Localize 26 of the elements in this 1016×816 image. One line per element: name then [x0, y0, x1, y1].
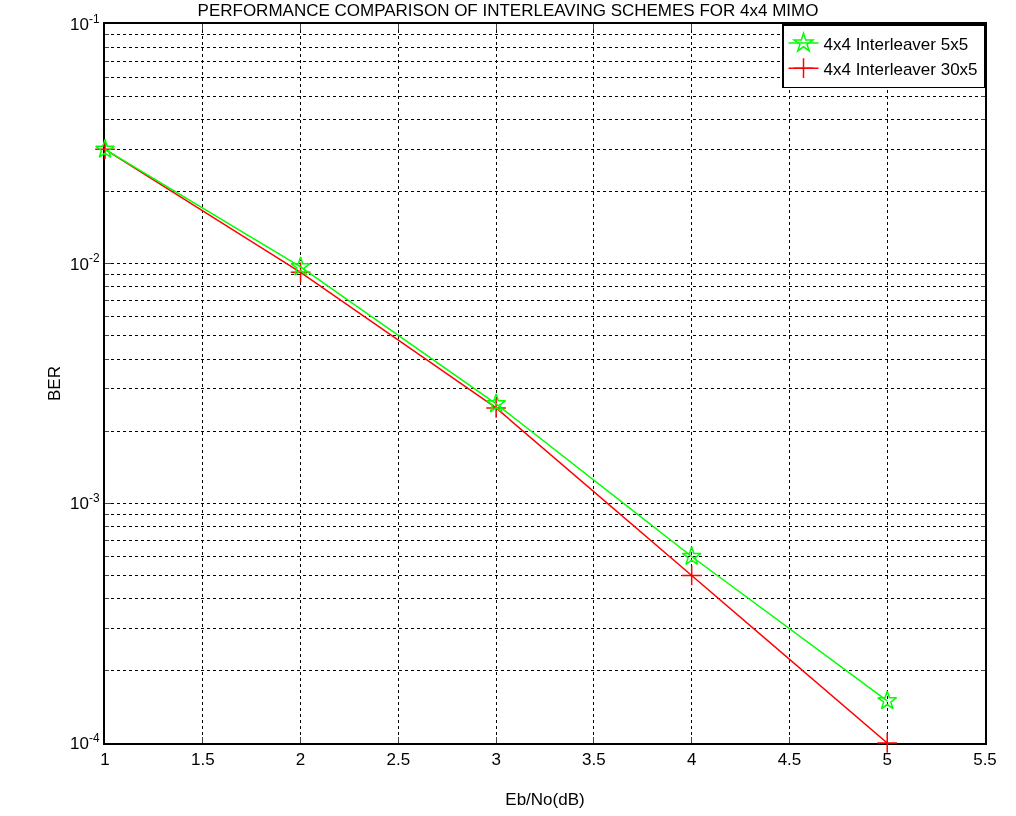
x-tick-label: 1.5: [190, 750, 215, 770]
y-tick-label: 10$^{-3}$: [70, 491, 100, 514]
x-axis-title: Eb/No(dB): [505, 790, 585, 809]
point: [877, 690, 898, 710]
x-tick-label: 5.5: [973, 750, 997, 770]
point: [486, 393, 507, 413]
point: [485, 397, 507, 419]
point: [681, 545, 702, 566]
x-tick-label: 1: [100, 750, 110, 770]
y-tick-label: 10$^{-2}$: [70, 251, 100, 274]
x-tick-label: 3.5: [582, 750, 606, 770]
y-tick-label: 10$^{-1}$: [70, 11, 100, 34]
x-tick-label: 3: [491, 750, 501, 770]
y-tick-label: 10$^{-4}$: [70, 730, 100, 753]
point: [290, 256, 311, 276]
legend-label: 4x4 Interleaver 30x5: [823, 59, 978, 79]
point: [876, 732, 898, 754]
point: [681, 564, 703, 587]
chart-title: PERFORMANCE COMPARISON OF INTERLEAVING SCHEMES FOR 4x4 MIMO: [197, 0, 819, 20]
x-tick-label: 2.5: [386, 750, 411, 770]
x-tick-label: 4: [686, 750, 697, 770]
legend-label: 4x4 Interleaver 5x5: [823, 34, 969, 54]
x-tick-label: 2: [295, 750, 306, 770]
y-axis-title: BER: [45, 366, 64, 401]
x-tick-label: 4.5: [777, 750, 802, 770]
x-tick-label: 5: [882, 750, 892, 770]
